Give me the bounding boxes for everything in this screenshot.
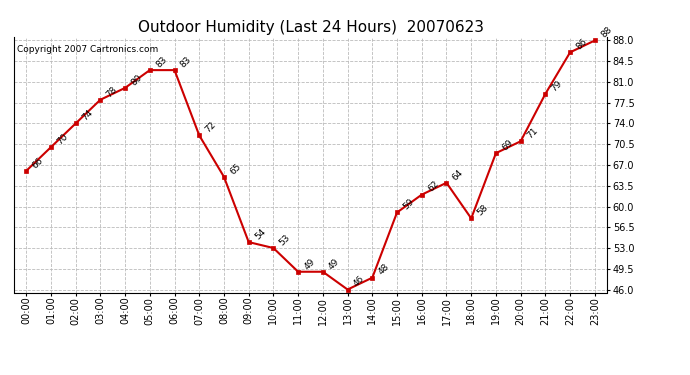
Text: 59: 59 — [401, 197, 415, 211]
Text: 88: 88 — [599, 25, 613, 40]
Text: 62: 62 — [426, 180, 440, 194]
Text: 70: 70 — [55, 132, 70, 146]
Text: 48: 48 — [377, 262, 391, 277]
Text: 83: 83 — [179, 55, 193, 69]
Text: 80: 80 — [129, 73, 144, 87]
Text: 71: 71 — [525, 126, 540, 141]
Text: Copyright 2007 Cartronics.com: Copyright 2007 Cartronics.com — [17, 45, 158, 54]
Text: 46: 46 — [352, 274, 366, 289]
Text: 69: 69 — [500, 138, 515, 152]
Text: 72: 72 — [204, 120, 218, 135]
Text: 53: 53 — [277, 233, 292, 247]
Text: 64: 64 — [451, 168, 465, 182]
Title: Outdoor Humidity (Last 24 Hours)  20070623: Outdoor Humidity (Last 24 Hours) 2007062… — [137, 20, 484, 35]
Text: 83: 83 — [154, 55, 168, 69]
Text: 86: 86 — [574, 37, 589, 51]
Text: 54: 54 — [253, 227, 267, 242]
Text: 58: 58 — [475, 203, 490, 217]
Text: 66: 66 — [30, 156, 45, 170]
Text: 78: 78 — [104, 84, 119, 99]
Text: 79: 79 — [549, 79, 564, 93]
Text: 74: 74 — [80, 108, 95, 123]
Text: 49: 49 — [327, 256, 342, 271]
Text: 65: 65 — [228, 162, 243, 176]
Text: 49: 49 — [302, 256, 317, 271]
